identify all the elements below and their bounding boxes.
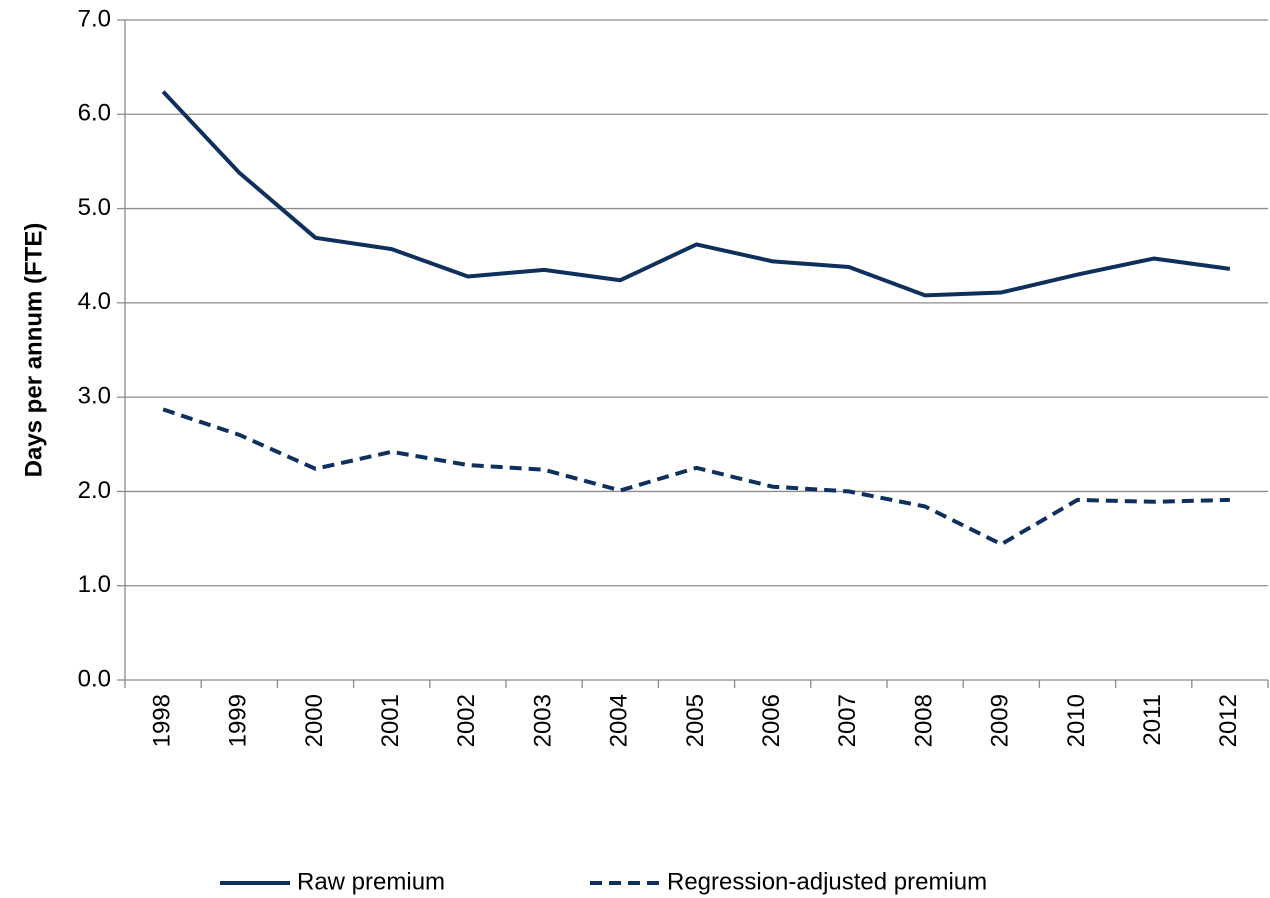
y-tick-label: 2.0 <box>78 477 111 504</box>
x-tick-label: 2010 <box>1063 694 1090 747</box>
y-tick-label: 6.0 <box>78 100 111 127</box>
x-tick-label: 2009 <box>987 694 1014 747</box>
x-tick-label: 2012 <box>1215 694 1242 747</box>
y-tick-label: 4.0 <box>78 288 111 315</box>
x-tick-label: 2005 <box>682 694 709 747</box>
y-tick-label: 3.0 <box>78 382 111 409</box>
x-tick-label: 2004 <box>606 694 633 747</box>
series-line <box>162 407 1230 547</box>
x-tick-label: 2000 <box>301 694 328 747</box>
legend-label: Raw premium <box>297 868 445 895</box>
x-tick-label: 2006 <box>758 694 785 747</box>
x-tick-label: 2007 <box>834 694 861 747</box>
legend-label: Regression-adjusted premium <box>667 868 987 895</box>
series-line <box>161 90 1231 298</box>
y-axis-label: Days per annum (FTE) <box>20 223 47 478</box>
x-tick-label: 2003 <box>529 694 556 747</box>
x-tick-label: 2011 <box>1139 694 1166 746</box>
y-tick-label: 0.0 <box>78 665 111 692</box>
x-tick-label: 2008 <box>910 694 937 747</box>
x-tick-label: 2002 <box>453 694 480 747</box>
y-tick-label: 1.0 <box>78 571 111 598</box>
y-tick-label: 5.0 <box>78 194 111 221</box>
y-tick-label: 7.0 <box>78 5 111 32</box>
x-tick-label: 1999 <box>225 694 252 747</box>
x-tick-label: 1998 <box>148 694 175 747</box>
x-tick-label: 2001 <box>377 694 404 747</box>
